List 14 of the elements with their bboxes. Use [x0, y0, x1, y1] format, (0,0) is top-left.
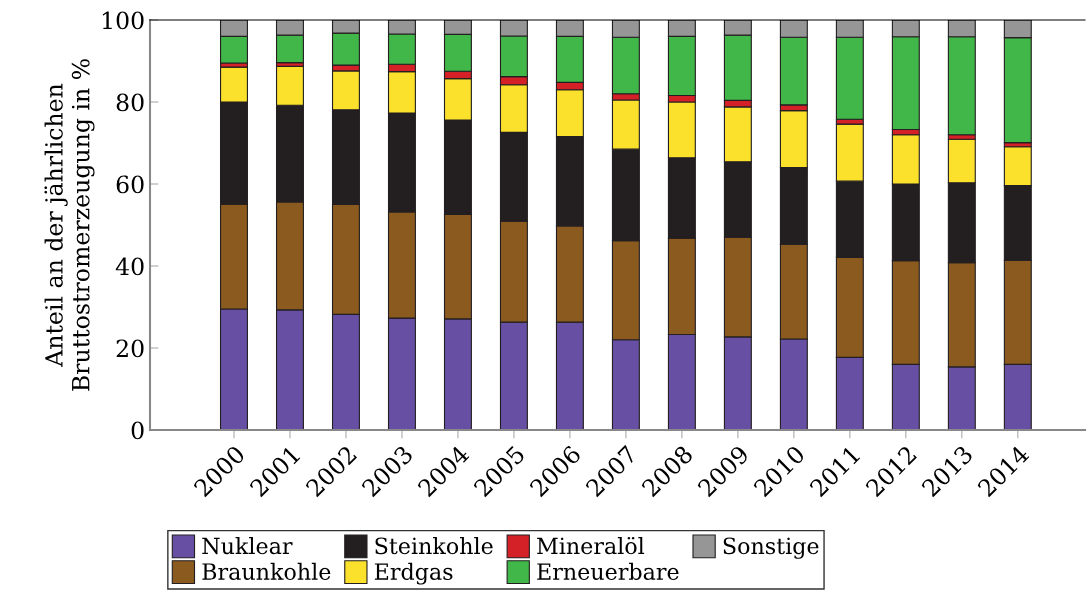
y-tick-label: 40	[115, 257, 144, 276]
y-tick-label: 80	[116, 93, 144, 112]
legend-label: Erneuerbare	[537, 562, 679, 580]
legend-label: Mineralöl	[537, 536, 645, 555]
y-tick-label: 0	[131, 421, 144, 440]
y-tick-label: 100	[102, 11, 144, 30]
y-tick-label: 60	[116, 175, 144, 194]
legend-label: Steinkohle	[375, 537, 493, 555]
y-tick-label: 20	[116, 339, 144, 358]
legend-label: Erdgas	[374, 562, 453, 585]
legend-label: Nuklear	[202, 537, 293, 555]
legend-label: Braunkohle	[202, 562, 331, 580]
y-axis-title: Anteil an der jährlichen Bruttostromerzeugung in %	[44, 59, 95, 391]
legend-label: Sonstige	[723, 537, 819, 559]
